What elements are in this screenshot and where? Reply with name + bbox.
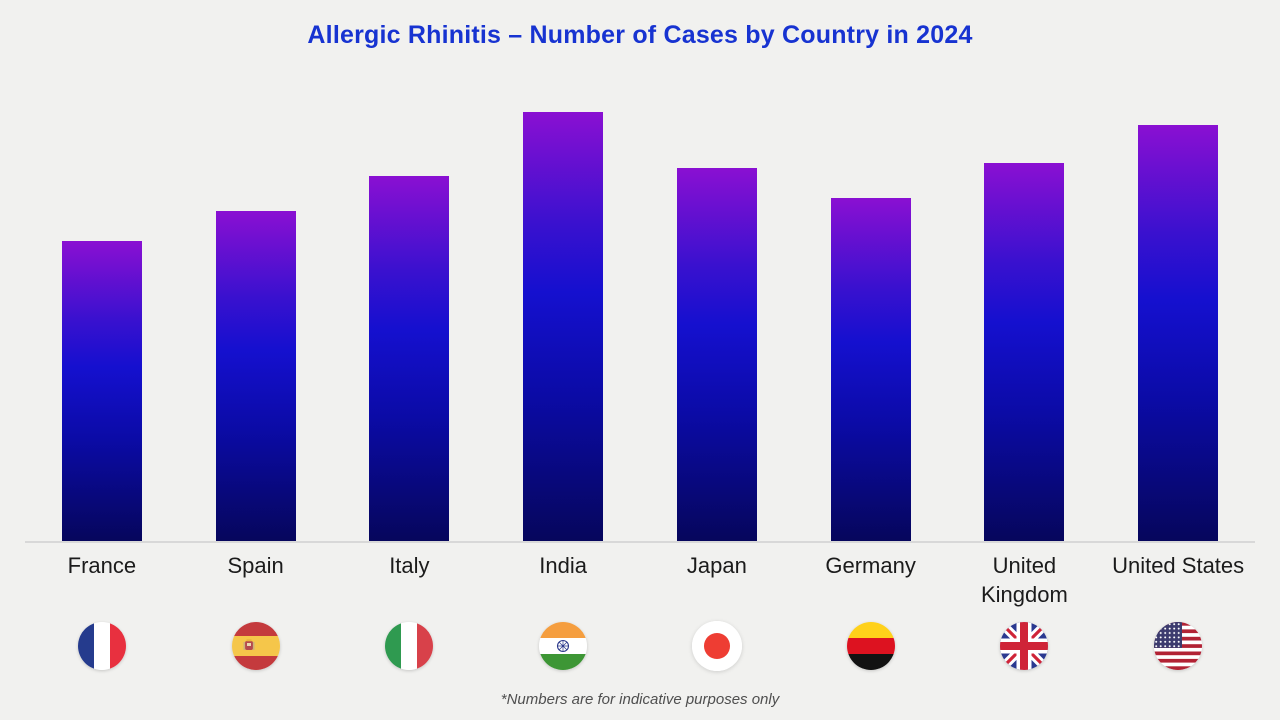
germany-flag-icon <box>846 622 895 670</box>
italy-flag-icon <box>385 622 434 670</box>
bar-spain <box>215 211 296 541</box>
title-row: Allergic Rhinitis – Number of Cases by C… <box>0 0 1280 70</box>
label-germany: Germany <box>825 553 916 578</box>
united-states-flag-icon <box>1154 622 1203 670</box>
japan-flag-icon <box>691 621 742 671</box>
x-axis-baseline <box>25 541 1255 543</box>
india-flag-icon <box>539 622 588 670</box>
footnote: *Numbers are for indicative purposes onl… <box>500 691 780 708</box>
label-france: France <box>67 553 137 578</box>
label-japan: Japan <box>686 553 747 578</box>
bar-france <box>61 241 142 541</box>
bar-germany <box>830 198 911 541</box>
flags-row <box>0 617 1280 675</box>
united-kingdom-flag-icon <box>1000 622 1049 670</box>
bar-japan <box>676 168 757 541</box>
bar-india <box>523 112 604 541</box>
label-italy: Italy <box>389 553 430 578</box>
france-flag-icon <box>77 622 126 670</box>
bar-united-kingdom <box>984 163 1065 541</box>
spain-flag-icon <box>231 622 280 670</box>
label-spain: Spain <box>227 553 284 578</box>
label-united-kingdom: United Kingdom <box>980 553 1068 607</box>
label-united-states: United States <box>1112 553 1245 578</box>
bar-united-states <box>1138 125 1219 541</box>
chart-title: Allergic Rhinitis – Number of Cases by C… <box>307 20 973 49</box>
label-india: India <box>539 553 587 578</box>
bar-chart-plot-area <box>0 70 1280 541</box>
category-labels-row: France Spain Italy India Japan Germany U… <box>0 543 1280 617</box>
bar-italy <box>369 176 450 541</box>
